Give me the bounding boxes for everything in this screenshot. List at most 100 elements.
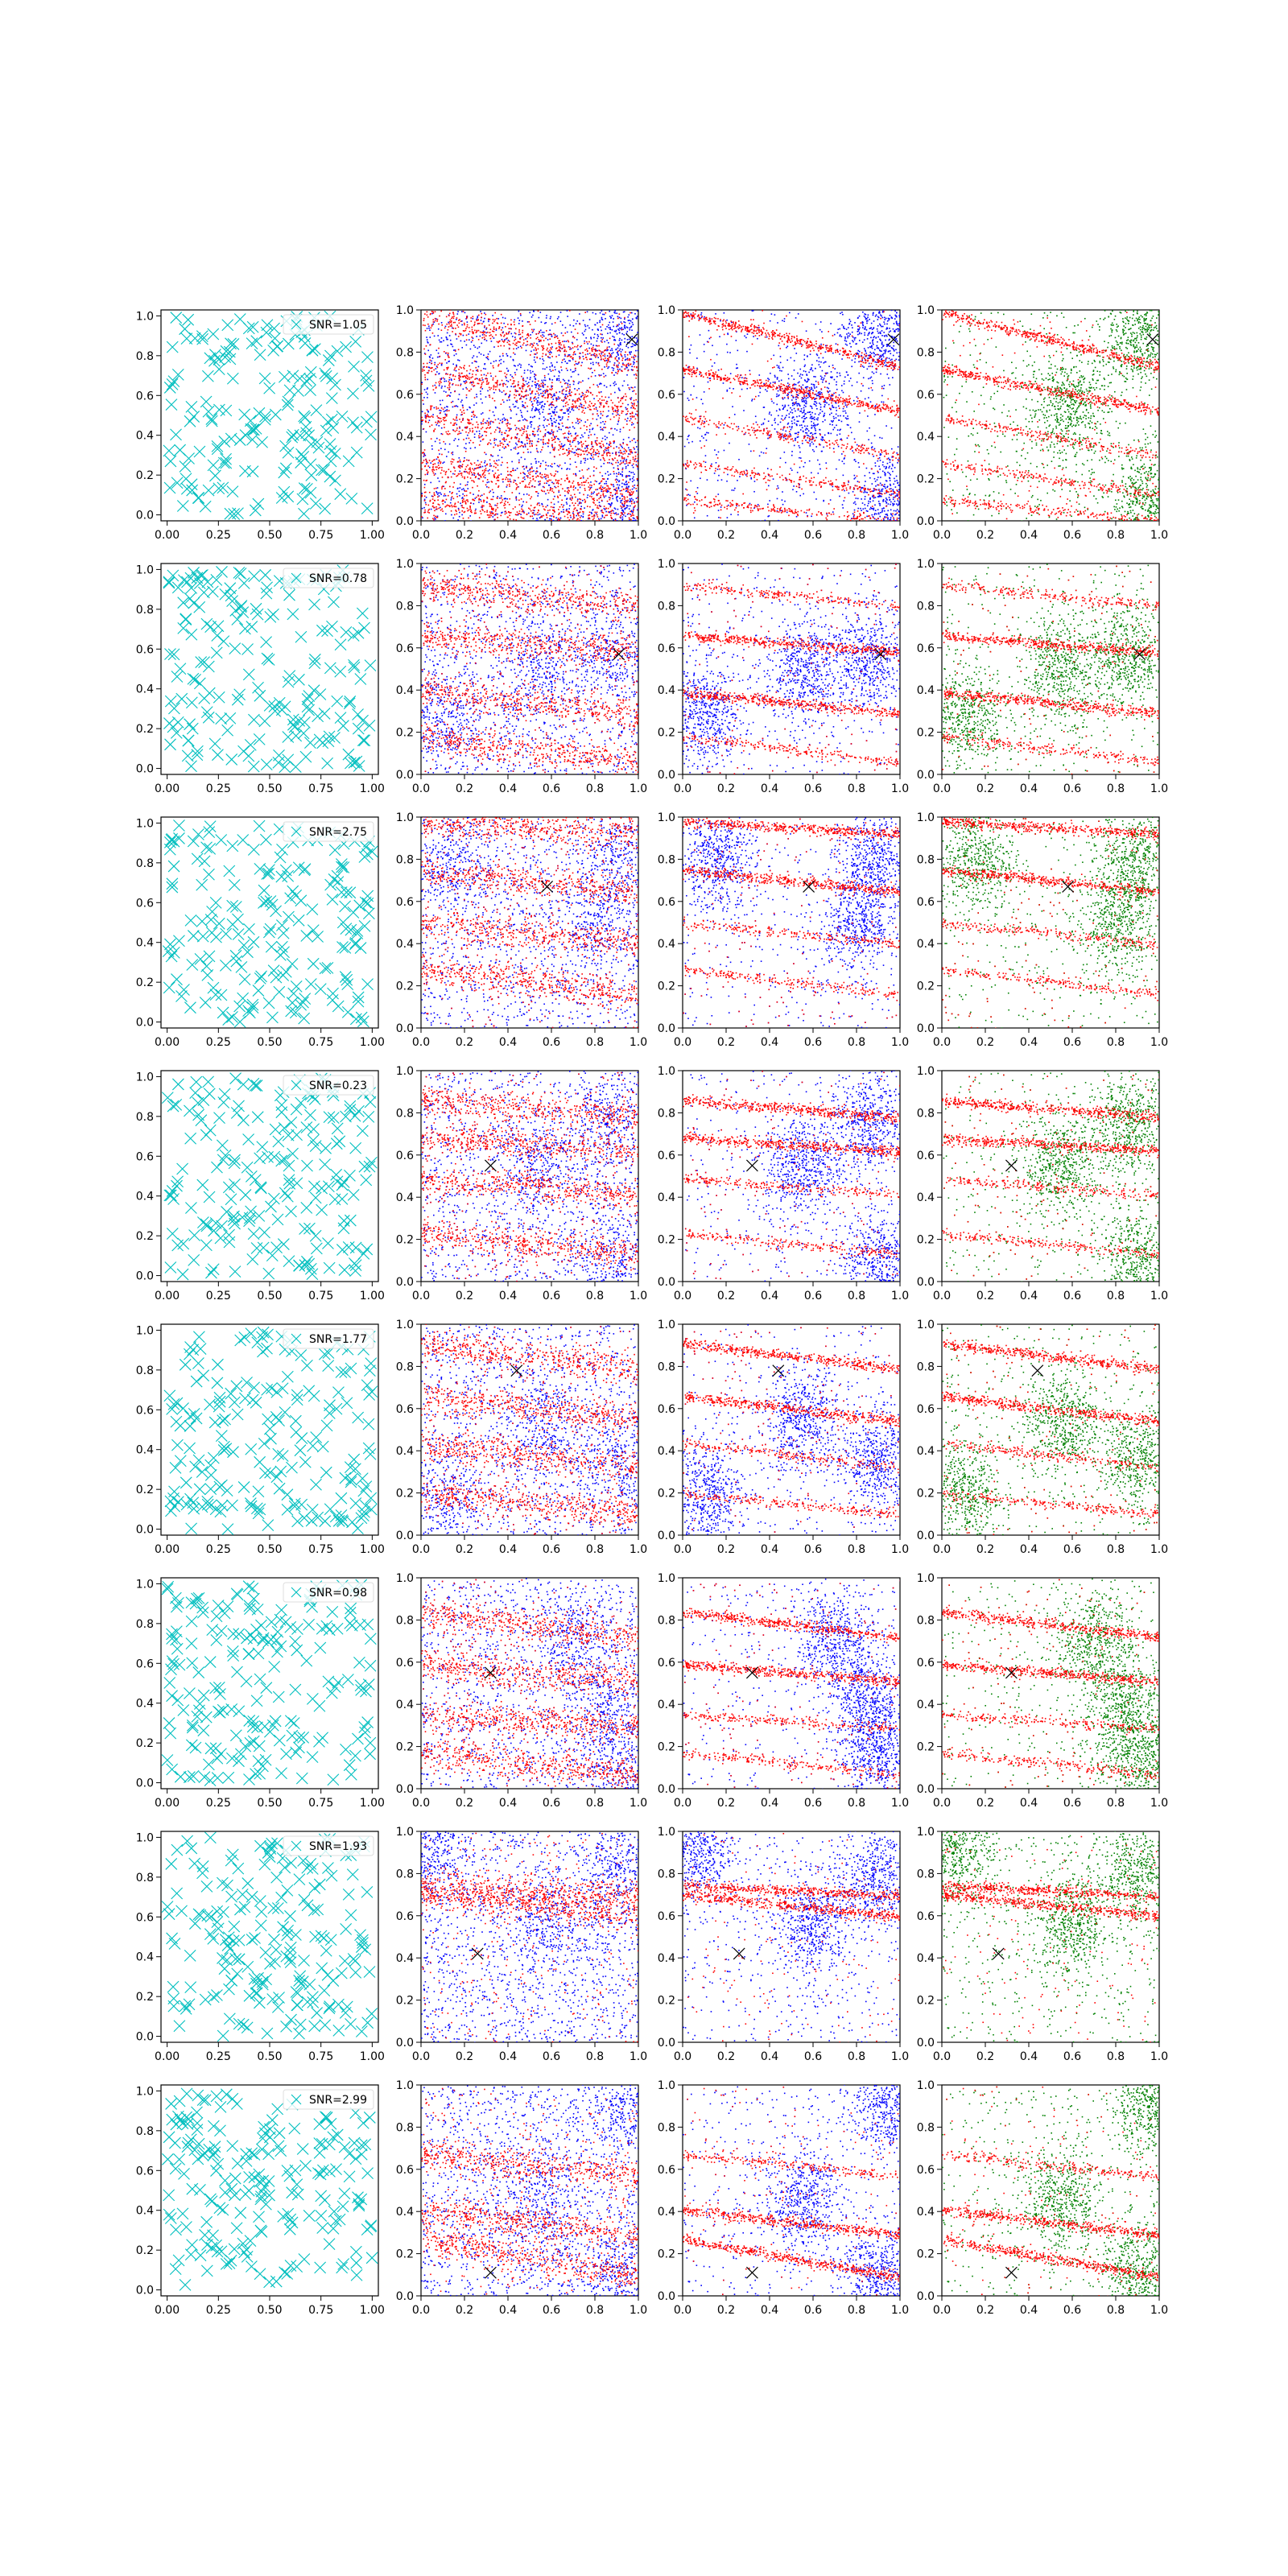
blue-point	[481, 422, 482, 423]
red-point	[634, 506, 636, 507]
red-point	[566, 390, 568, 392]
blue-point	[569, 393, 571, 394]
red-point	[521, 498, 522, 500]
blue-point	[462, 405, 464, 407]
red-point	[432, 332, 434, 334]
red-point	[621, 360, 623, 361]
blue-point	[576, 407, 578, 409]
red-point	[611, 357, 613, 358]
red-point	[597, 514, 598, 516]
red-point	[464, 469, 466, 470]
y-tick-label: 0.2	[396, 473, 414, 486]
red-point	[589, 353, 591, 354]
red-point	[520, 398, 522, 400]
blue-point	[605, 439, 606, 440]
red-point	[536, 451, 538, 452]
red-point	[469, 467, 471, 469]
blue-point	[592, 312, 594, 314]
blue-point	[638, 298, 640, 299]
blue-point	[524, 373, 526, 374]
blue-point	[597, 385, 598, 386]
red-point	[603, 358, 605, 360]
red-point	[530, 509, 531, 510]
blue-point	[613, 369, 614, 371]
red-point	[584, 522, 586, 524]
blue-point	[574, 452, 576, 453]
red-point	[556, 400, 558, 402]
blue-point	[562, 426, 564, 427]
blue-point	[516, 444, 518, 446]
red-point	[637, 423, 638, 424]
blue-point	[615, 306, 617, 308]
blue-point	[597, 419, 598, 420]
red-point	[621, 514, 623, 515]
red-point	[441, 454, 443, 456]
blue-point	[550, 318, 551, 320]
red-point	[613, 411, 614, 412]
blue-point	[621, 321, 622, 323]
red-point	[535, 396, 536, 398]
red-point	[478, 383, 480, 385]
blue-point	[631, 346, 633, 348]
red-point	[606, 485, 608, 487]
red-point	[597, 413, 598, 415]
red-point	[470, 502, 472, 504]
red-point	[502, 447, 504, 448]
red-point	[572, 482, 574, 484]
red-point	[514, 386, 516, 387]
red-point	[609, 357, 610, 358]
red-point	[616, 514, 617, 515]
blue-point	[565, 394, 567, 395]
red-point	[449, 313, 451, 315]
blue-point	[540, 312, 542, 313]
red-point	[635, 355, 637, 357]
red-point	[440, 461, 442, 463]
red-point	[554, 511, 555, 513]
blue-point	[613, 304, 615, 306]
blue-point	[631, 369, 633, 370]
blue-point	[427, 394, 428, 395]
blue-point	[523, 511, 525, 513]
red-point	[533, 434, 535, 436]
red-point	[593, 475, 595, 477]
blue-point	[537, 401, 539, 402]
red-point	[461, 474, 463, 476]
red-point	[489, 319, 491, 320]
red-point	[578, 409, 580, 411]
blue-point	[627, 404, 629, 406]
red-point	[572, 487, 574, 489]
red-point	[631, 494, 633, 496]
red-point	[484, 493, 485, 495]
red-point	[543, 515, 544, 517]
red-point	[494, 312, 496, 314]
red-point	[427, 324, 429, 325]
blue-point	[481, 402, 483, 404]
red-point	[506, 436, 508, 437]
blue-point	[585, 407, 587, 409]
red-point	[544, 397, 546, 398]
blue-point	[539, 413, 541, 415]
blue-point	[510, 386, 512, 387]
blue-point	[591, 455, 592, 456]
blue-point	[552, 411, 554, 413]
red-point	[601, 399, 603, 401]
red-point	[493, 379, 494, 381]
red-point	[440, 381, 441, 382]
blue-point	[576, 323, 577, 324]
red-point	[431, 324, 433, 326]
blue-point	[524, 459, 526, 460]
red-point	[522, 330, 524, 332]
red-point	[446, 324, 448, 325]
blue-point	[493, 411, 494, 413]
uniform-point	[209, 470, 221, 481]
red-point	[631, 503, 633, 505]
blue-point	[612, 329, 613, 331]
red-point	[594, 512, 596, 514]
red-point	[535, 382, 536, 383]
red-point	[485, 335, 487, 336]
blue-point	[526, 493, 528, 495]
red-point	[526, 337, 528, 339]
red-point	[456, 476, 457, 477]
uniform-point	[203, 485, 214, 496]
red-point	[497, 365, 499, 367]
